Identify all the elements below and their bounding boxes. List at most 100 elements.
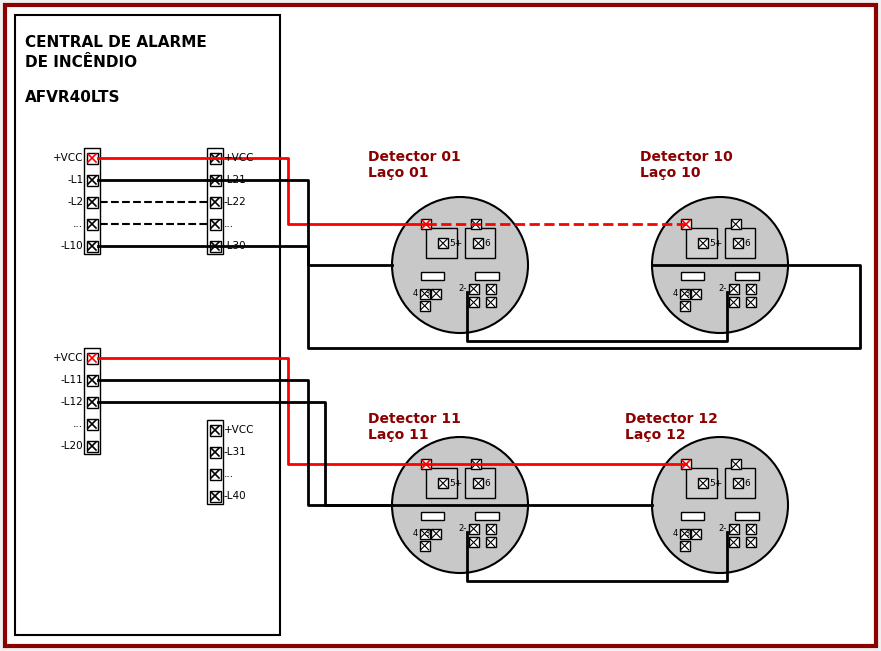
- Text: 5+: 5+: [709, 239, 722, 248]
- Bar: [469, 524, 478, 534]
- Bar: [210, 424, 220, 436]
- Bar: [730, 459, 741, 469]
- Bar: [485, 537, 496, 547]
- Text: AFVR40LTS: AFVR40LTS: [25, 90, 121, 105]
- Bar: [420, 512, 444, 520]
- Text: -L10: -L10: [61, 241, 84, 251]
- Bar: [431, 529, 441, 538]
- Text: -L22: -L22: [224, 197, 247, 207]
- Bar: [681, 219, 691, 229]
- Bar: [733, 238, 744, 248]
- Circle shape: [392, 197, 528, 333]
- Text: -L30: -L30: [224, 241, 246, 251]
- Bar: [745, 524, 756, 534]
- Bar: [729, 537, 738, 547]
- Text: -L20: -L20: [61, 441, 84, 451]
- Bar: [729, 298, 738, 307]
- Bar: [698, 238, 708, 248]
- Text: 5+: 5+: [449, 239, 463, 248]
- Text: 4: 4: [672, 289, 677, 298]
- Text: +VCC: +VCC: [53, 353, 84, 363]
- Bar: [470, 459, 481, 469]
- Text: 3: 3: [424, 289, 429, 298]
- Bar: [210, 490, 220, 501]
- Bar: [473, 478, 484, 488]
- Text: Detector 01
Laço 01: Detector 01 Laço 01: [368, 150, 461, 180]
- Text: ...: ...: [73, 219, 84, 229]
- Text: -L1: -L1: [67, 175, 84, 185]
- Bar: [745, 537, 756, 547]
- Bar: [86, 396, 98, 408]
- Bar: [681, 459, 691, 469]
- Text: -L31: -L31: [224, 447, 247, 457]
- Circle shape: [652, 437, 788, 573]
- Bar: [210, 152, 220, 163]
- Bar: [84, 348, 100, 454]
- Bar: [475, 512, 499, 520]
- Bar: [473, 238, 484, 248]
- Text: CENTRAL DE ALARME: CENTRAL DE ALARME: [25, 35, 207, 50]
- Text: DE INCÊNDIO: DE INCÊNDIO: [25, 55, 137, 70]
- Bar: [84, 148, 100, 254]
- Bar: [735, 272, 759, 280]
- Bar: [680, 272, 705, 280]
- Bar: [207, 420, 223, 504]
- Text: ...: ...: [73, 419, 84, 429]
- Text: 6: 6: [485, 478, 490, 488]
- Bar: [419, 529, 430, 538]
- Text: -L2: -L2: [67, 197, 84, 207]
- Text: 6: 6: [485, 239, 490, 248]
- Text: 5+: 5+: [709, 478, 722, 488]
- Text: 5+: 5+: [449, 478, 463, 488]
- Bar: [733, 478, 744, 488]
- Bar: [465, 467, 495, 498]
- Bar: [745, 284, 756, 294]
- Bar: [745, 298, 756, 307]
- Bar: [421, 219, 431, 229]
- Bar: [86, 219, 98, 230]
- Text: 2-: 2-: [718, 524, 727, 533]
- Bar: [431, 288, 441, 299]
- Bar: [469, 284, 478, 294]
- Text: 4: 4: [412, 289, 418, 298]
- Bar: [210, 174, 220, 186]
- Bar: [15, 15, 280, 635]
- Bar: [210, 197, 220, 208]
- Text: -L21: -L21: [224, 175, 247, 185]
- Text: +VCC: +VCC: [224, 153, 254, 163]
- Bar: [210, 447, 220, 458]
- Bar: [679, 529, 690, 538]
- Bar: [86, 174, 98, 186]
- Bar: [485, 524, 496, 534]
- Bar: [725, 467, 755, 498]
- Text: -L12: -L12: [61, 397, 84, 407]
- Bar: [485, 284, 496, 294]
- Text: 6: 6: [744, 478, 750, 488]
- Bar: [469, 298, 478, 307]
- Text: 2-: 2-: [718, 284, 727, 294]
- Text: 2-: 2-: [458, 284, 467, 294]
- Bar: [465, 228, 495, 258]
- Bar: [679, 288, 690, 299]
- Bar: [86, 240, 98, 251]
- Bar: [207, 148, 223, 254]
- Bar: [419, 288, 430, 299]
- Text: Detector 10
Laço 10: Detector 10 Laço 10: [640, 150, 733, 180]
- Bar: [210, 219, 220, 230]
- Bar: [210, 469, 220, 480]
- Text: -L11: -L11: [61, 375, 84, 385]
- Text: 3: 3: [684, 529, 689, 538]
- Bar: [86, 152, 98, 163]
- Bar: [86, 197, 98, 208]
- Text: Detector 11
Laço 11: Detector 11 Laço 11: [368, 412, 461, 442]
- Bar: [86, 352, 98, 363]
- Bar: [692, 288, 701, 299]
- Text: Detector 12
Laço 12: Detector 12 Laço 12: [625, 412, 718, 442]
- Bar: [725, 228, 755, 258]
- Bar: [438, 478, 448, 488]
- Bar: [485, 298, 496, 307]
- Bar: [692, 529, 701, 538]
- Bar: [419, 301, 430, 311]
- Bar: [210, 240, 220, 251]
- Text: 6: 6: [744, 239, 750, 248]
